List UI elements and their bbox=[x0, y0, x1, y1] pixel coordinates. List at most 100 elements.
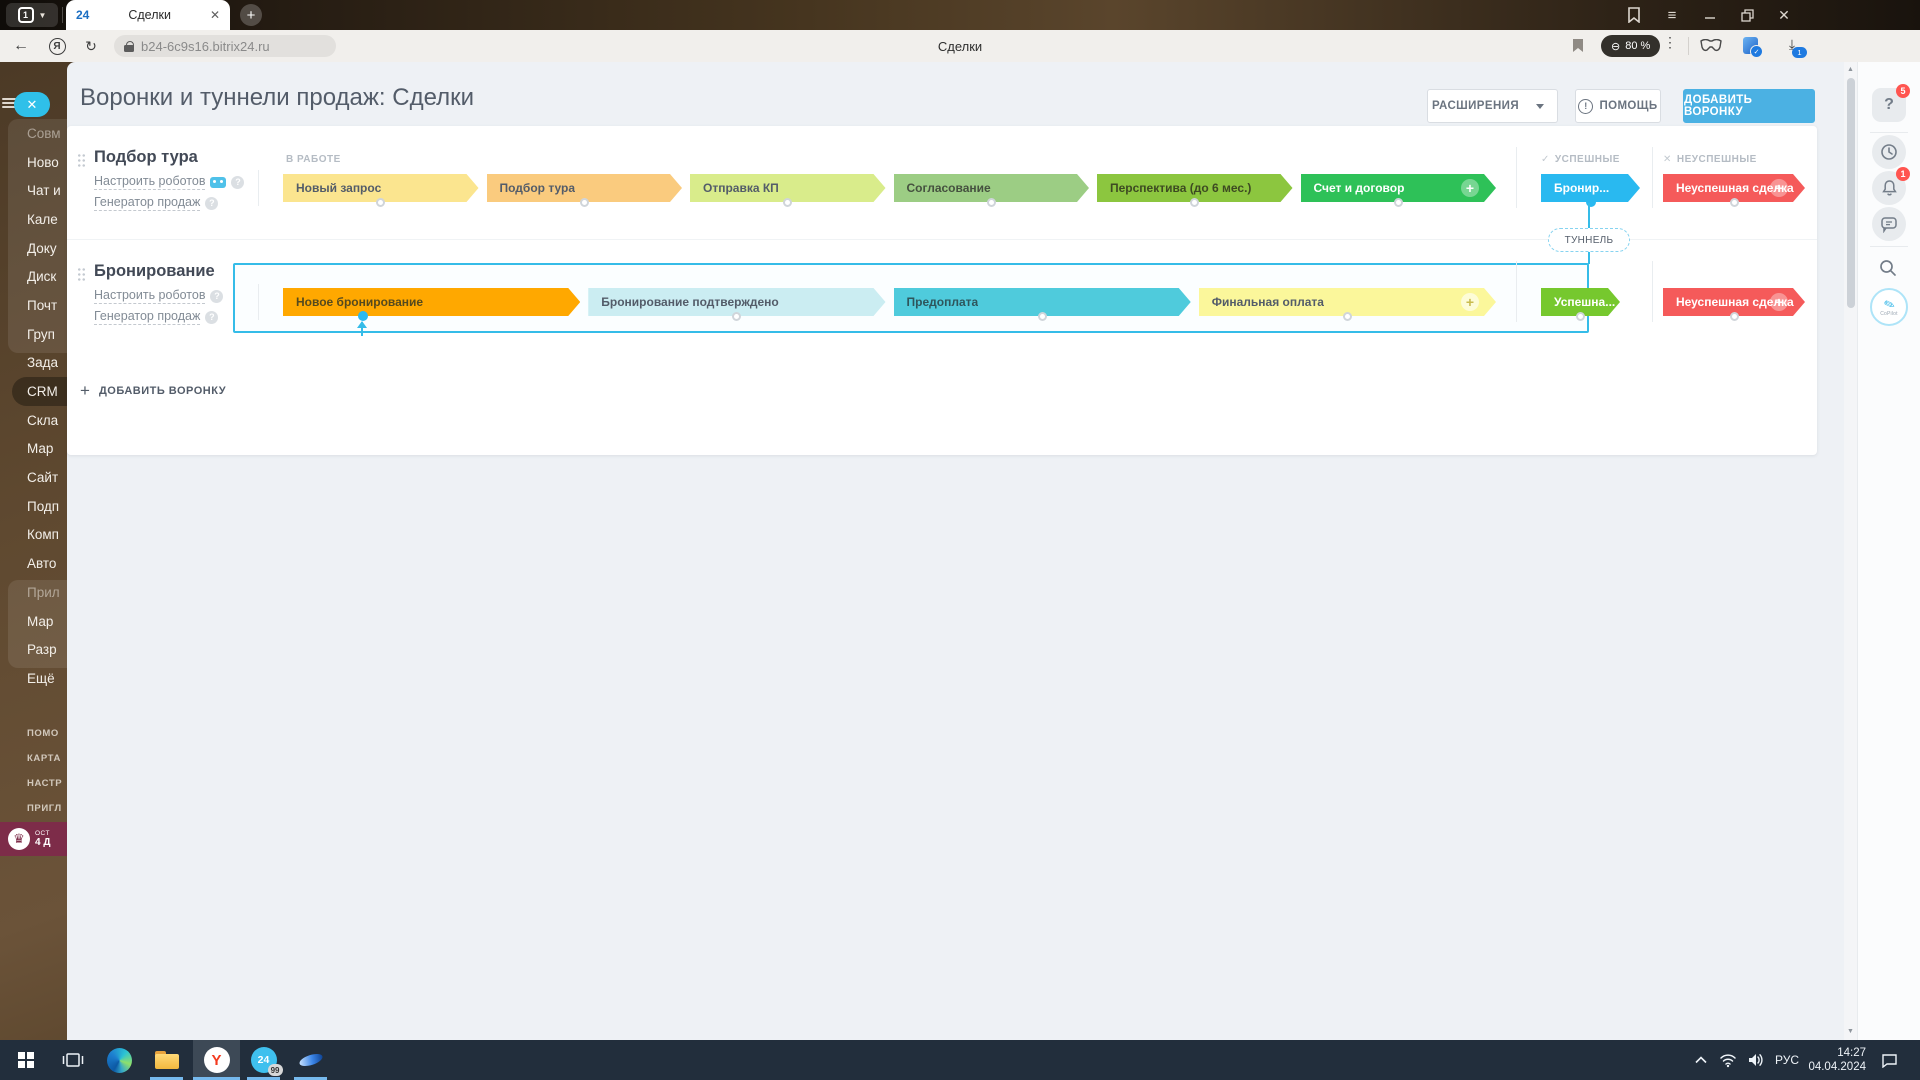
sidebar-item[interactable]: Комп bbox=[27, 527, 59, 543]
history-clock-icon[interactable] bbox=[1872, 135, 1906, 169]
sidebar-footer-item[interactable]: ПРИГЛ bbox=[27, 803, 62, 814]
help-circle-icon[interactable]: ? bbox=[210, 289, 224, 303]
stage[interactable]: Бронир... bbox=[1541, 174, 1640, 207]
stage[interactable]: Финальная оплата + bbox=[1199, 288, 1496, 321]
sidebar-footer-item[interactable]: НАСТР bbox=[27, 778, 63, 789]
taskbar-bitrix24-icon[interactable]: 24 99 bbox=[240, 1040, 287, 1080]
help-circle-icon[interactable]: ? bbox=[231, 175, 245, 189]
sidebar-item[interactable]: Сайт bbox=[27, 470, 59, 486]
extension-doc-icon[interactable] bbox=[1743, 37, 1763, 58]
kebab-menu-icon[interactable]: ⋮ bbox=[1663, 34, 1677, 50]
robot-point[interactable] bbox=[1576, 312, 1585, 321]
tunnel-dot[interactable] bbox=[1585, 197, 1596, 207]
bookmark-icon[interactable] bbox=[1572, 38, 1584, 58]
extensions-button[interactable]: РАСШИРЕНИЯ bbox=[1427, 89, 1524, 123]
robot-point[interactable] bbox=[1393, 198, 1403, 207]
sidebar-item[interactable]: Ново bbox=[27, 154, 59, 170]
taskbar-yandex-browser-icon[interactable]: Y bbox=[193, 1040, 240, 1080]
robot-point[interactable] bbox=[1342, 312, 1352, 321]
stage[interactable]: Бронирование подтверждено bbox=[588, 288, 885, 321]
tunnel-dot[interactable] bbox=[358, 311, 369, 321]
stage[interactable]: Новый запрос bbox=[283, 174, 479, 207]
new-tab-button[interactable]: + bbox=[240, 4, 262, 26]
sidebar-item[interactable]: Груп bbox=[27, 326, 55, 342]
sidebar-item[interactable]: CRM bbox=[12, 377, 67, 406]
stage[interactable]: Отправка КП bbox=[690, 174, 886, 207]
downloads-icon[interactable]: ⤓ bbox=[1783, 36, 1807, 58]
browser-tab[interactable]: 24 Сделки ✕ bbox=[66, 0, 230, 30]
task-view-button[interactable] bbox=[49, 1040, 96, 1080]
robot-point[interactable] bbox=[376, 198, 386, 207]
sidebar-item[interactable]: Разр bbox=[27, 642, 57, 658]
stage[interactable]: Предоплата bbox=[894, 288, 1191, 321]
stage[interactable]: Неуспешная сделка + bbox=[1663, 288, 1805, 321]
add-deal-icon[interactable]: + bbox=[1461, 179, 1479, 197]
sidebar-item[interactable]: Диск bbox=[27, 269, 57, 285]
sidebar-item[interactable]: Чат и bbox=[27, 183, 61, 199]
taskbar-edge-icon[interactable] bbox=[96, 1040, 143, 1080]
add-deal-icon[interactable]: + bbox=[1461, 293, 1479, 311]
add-deal-icon[interactable]: + bbox=[1770, 179, 1788, 197]
help-icon[interactable]: ? 5 bbox=[1872, 84, 1910, 122]
stage[interactable]: Согласование bbox=[894, 174, 1090, 207]
scroll-down-icon[interactable]: ▼ bbox=[1847, 1028, 1854, 1035]
stage[interactable]: Новое бронирование bbox=[283, 288, 580, 321]
taskbar-explorer-icon[interactable] bbox=[143, 1040, 190, 1080]
tunnel-badge[interactable]: ТУННЕЛЬ bbox=[1548, 228, 1630, 252]
tab-count-button[interactable]: 1 ▼ bbox=[6, 3, 58, 27]
drag-handle-icon[interactable] bbox=[77, 153, 86, 168]
robot-point[interactable] bbox=[1037, 312, 1047, 321]
trial-banner[interactable]: ♛ ОСТ 4 Д bbox=[0, 822, 67, 856]
back-button[interactable]: ← bbox=[13, 37, 29, 54]
sidebar-item[interactable]: Мар bbox=[27, 441, 54, 457]
sidebar-item[interactable]: Скла bbox=[27, 412, 59, 428]
sidebar-footer-item[interactable]: ПОМО bbox=[27, 728, 59, 739]
extension-mask-icon[interactable] bbox=[1700, 38, 1722, 57]
url-field[interactable]: b24-6c9s16.bitrix24.ru bbox=[114, 35, 336, 57]
robot-point[interactable] bbox=[1729, 198, 1739, 207]
wifi-icon[interactable] bbox=[1714, 1040, 1742, 1080]
search-icon[interactable] bbox=[1878, 258, 1898, 283]
stage[interactable]: Счет и договор + bbox=[1301, 174, 1497, 207]
sidebar-item[interactable]: Прил bbox=[27, 584, 60, 600]
scroll-up-icon[interactable]: ▲ bbox=[1847, 66, 1854, 73]
menu-burger-icon[interactable] bbox=[2, 98, 16, 109]
sales-generator-link[interactable]: Генератор продаж ? bbox=[94, 309, 219, 325]
robot-point[interactable] bbox=[1190, 198, 1200, 207]
sidebar-item[interactable]: Почт bbox=[27, 297, 58, 313]
yandex-button[interactable]: Я bbox=[44, 30, 70, 62]
funnel-name[interactable]: Бронирование bbox=[94, 262, 215, 280]
stage[interactable]: Успешна... bbox=[1541, 288, 1620, 321]
sidebar-footer-item[interactable]: КАРТА bbox=[27, 753, 61, 764]
tab-close-icon[interactable]: ✕ bbox=[209, 8, 220, 22]
window-close-button[interactable]: ✕ bbox=[1778, 6, 1790, 23]
copilot-button[interactable]: ✎ CoPilot bbox=[1870, 288, 1908, 326]
volume-icon[interactable] bbox=[1742, 1040, 1770, 1080]
start-button[interactable] bbox=[2, 1040, 49, 1080]
robot-point[interactable] bbox=[986, 198, 996, 207]
extensions-dropdown-button[interactable] bbox=[1523, 89, 1558, 123]
clock[interactable]: 14:27 04.04.2024 bbox=[1804, 1040, 1866, 1080]
sidebar-item[interactable]: Подп bbox=[27, 498, 60, 514]
side-panel-icon[interactable] bbox=[1616, 0, 1652, 30]
taskbar-app-icon[interactable] bbox=[287, 1040, 334, 1080]
help-circle-icon[interactable]: ? bbox=[205, 196, 219, 210]
window-restore-button[interactable] bbox=[1729, 0, 1765, 30]
configure-robots-link[interactable]: Настроить роботов ? bbox=[94, 174, 245, 190]
add-deal-icon[interactable]: + bbox=[1770, 293, 1788, 311]
add-funnel-link[interactable]: + ДОБАВИТЬ ВОРОНКУ bbox=[80, 381, 227, 400]
robot-point[interactable] bbox=[579, 198, 589, 207]
sidebar-item[interactable]: Доку bbox=[27, 240, 57, 256]
action-center-icon[interactable] bbox=[1874, 1040, 1904, 1080]
sidebar-close-button[interactable]: ✕ bbox=[14, 92, 50, 117]
notifications-bell-icon[interactable]: 1 bbox=[1872, 167, 1910, 205]
sidebar-item[interactable]: Совм bbox=[27, 125, 61, 141]
configure-robots-link[interactable]: Настроить роботов ? bbox=[94, 288, 224, 304]
sidebar-item[interactable]: Ещё bbox=[27, 670, 55, 686]
stage[interactable]: Перспектива (до 6 мес.) bbox=[1097, 174, 1293, 207]
tray-show-hidden-icons[interactable] bbox=[1688, 1040, 1714, 1080]
zoom-level-badge[interactable]: ⊖ 80 % bbox=[1601, 35, 1661, 57]
sidebar-item[interactable]: Зада bbox=[27, 355, 59, 371]
robot-point[interactable] bbox=[1729, 312, 1739, 321]
page-scrollbar[interactable]: ▲ ▼ bbox=[1844, 62, 1857, 1040]
